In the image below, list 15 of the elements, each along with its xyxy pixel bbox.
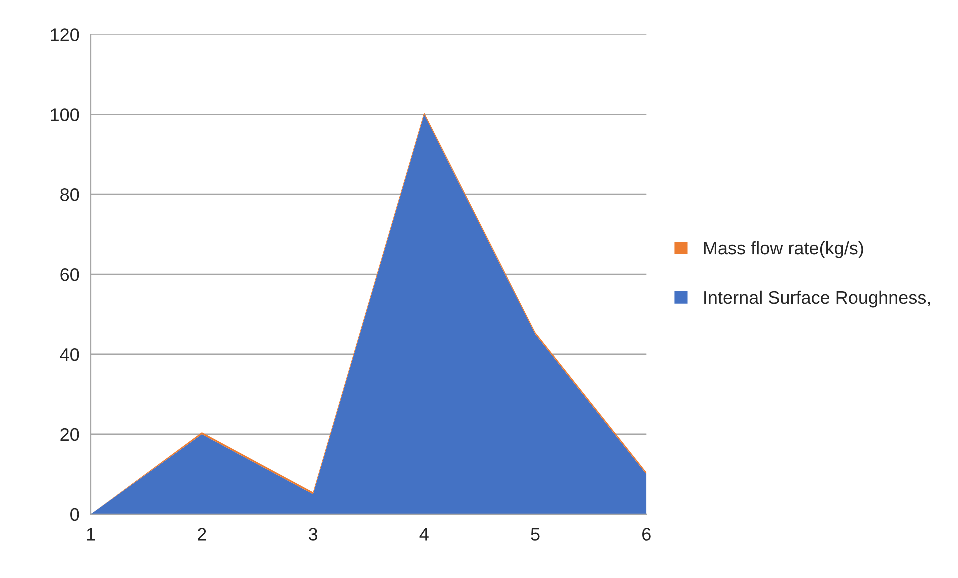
legend-label: Internal Surface Roughness, bbox=[704, 290, 930, 308]
y-tick-label: 40 bbox=[60, 348, 80, 362]
x-tick-label: 4 bbox=[420, 528, 429, 541]
y-tick-label: 0 bbox=[70, 508, 80, 522]
x-tick-label: 2 bbox=[198, 528, 206, 541]
x-tick-label: 3 bbox=[308, 528, 318, 541]
y-tick-label: 100 bbox=[51, 108, 80, 122]
y-tick-label: 120 bbox=[51, 28, 80, 42]
x-tick-label: 6 bbox=[642, 528, 651, 541]
legend-label: Mass flow rate(kg/s) bbox=[704, 241, 864, 258]
y-tick-label: 20 bbox=[60, 428, 80, 442]
y-tick-label: 80 bbox=[60, 188, 80, 202]
x-tick-label: 5 bbox=[531, 528, 540, 541]
x-tick-label: 1 bbox=[87, 528, 96, 541]
y-tick-label: 60 bbox=[60, 268, 80, 282]
